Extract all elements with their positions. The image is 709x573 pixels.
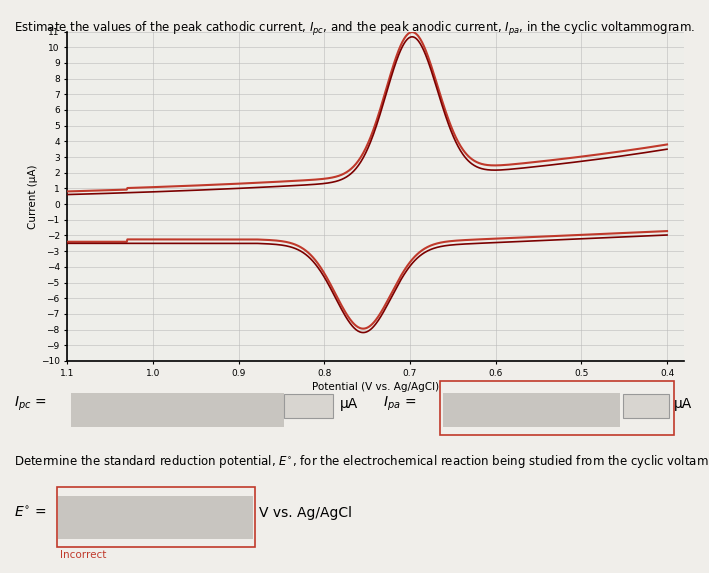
Text: $I_{pa}$ =: $I_{pa}$ =	[383, 395, 416, 413]
X-axis label: Potential (V vs. Ag/AgCl): Potential (V vs. Ag/AgCl)	[312, 382, 440, 392]
Text: V vs. Ag/AgCl: V vs. Ag/AgCl	[259, 506, 352, 520]
Text: Incorrect: Incorrect	[60, 550, 106, 560]
Text: μA: μA	[340, 397, 359, 411]
FancyBboxPatch shape	[623, 394, 669, 418]
Text: Estimate the values of the peak cathodic current, $I_{pc}$, and the peak anodic : Estimate the values of the peak cathodic…	[14, 20, 695, 38]
Text: μA: μA	[674, 397, 692, 411]
Y-axis label: Current (μA): Current (μA)	[28, 164, 38, 229]
Text: $E^{\circ}$ =: $E^{\circ}$ =	[14, 505, 47, 520]
Text: $I_{pc}$ =: $I_{pc}$ =	[14, 395, 47, 413]
FancyBboxPatch shape	[71, 393, 284, 427]
FancyBboxPatch shape	[443, 393, 620, 427]
FancyBboxPatch shape	[284, 394, 333, 418]
Text: Determine the standard reduction potential, $E^{\circ}$, for the electrochemical: Determine the standard reduction potenti…	[14, 453, 709, 470]
FancyBboxPatch shape	[58, 496, 253, 539]
